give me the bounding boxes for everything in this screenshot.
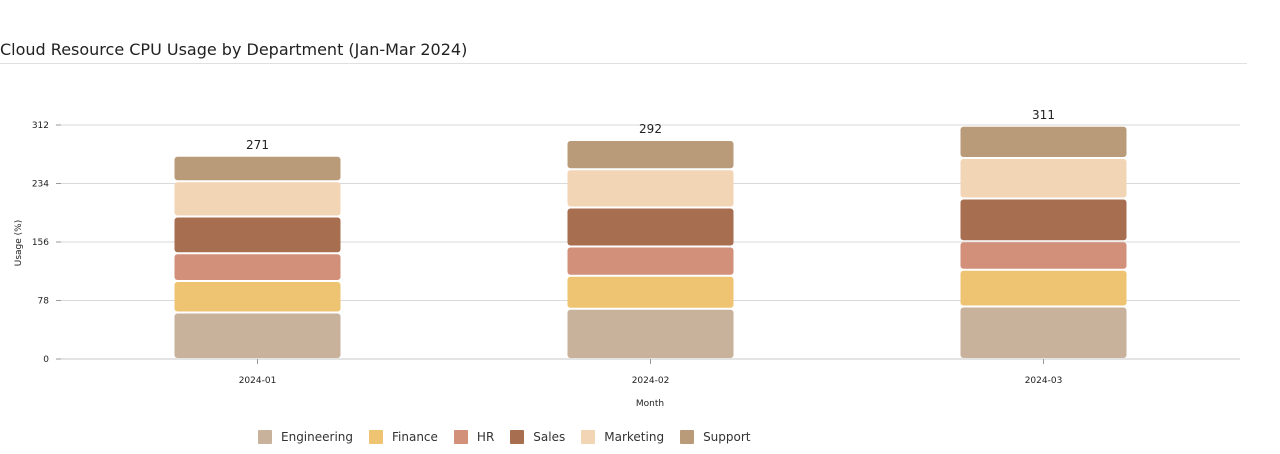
y-tick-label: 0	[43, 355, 49, 365]
bar-segment-finance[interactable]	[960, 270, 1127, 306]
bar-segment-support[interactable]	[960, 126, 1127, 157]
legend: Engineering Finance HR Sales Marketing Suppor…	[258, 430, 767, 444]
total-label: 311	[1032, 108, 1055, 122]
legend-label: Marketing	[604, 430, 665, 444]
bar-segment-marketing[interactable]	[567, 170, 734, 207]
legend-swatch	[510, 430, 525, 444]
bar-segment-finance[interactable]	[174, 282, 341, 312]
y-tick-label: 234	[32, 180, 49, 190]
bar-segment-hr[interactable]	[174, 254, 341, 280]
bar-segment-sales[interactable]	[567, 208, 734, 246]
legend-swatch	[680, 430, 695, 444]
legend-label: HR	[476, 430, 495, 444]
legend-swatch	[453, 430, 468, 444]
legend-label: Engineering	[281, 430, 353, 444]
x-tick-label: 2024-02	[632, 376, 670, 386]
legend-label: Support	[703, 430, 751, 444]
total-labels: 271 292 311	[246, 108, 1055, 152]
legend-item-engineering[interactable]: Engineering	[258, 430, 353, 444]
legend-swatch	[581, 430, 596, 444]
legend-item-support[interactable]: Support	[680, 430, 751, 444]
total-label: 292	[639, 122, 662, 136]
y-axis-ticks: 0 78 156 234 312	[32, 121, 61, 365]
bar-segment-hr[interactable]	[567, 247, 734, 275]
legend-item-marketing[interactable]: Marketing	[581, 430, 664, 444]
x-tick-label: 2024-03	[1025, 376, 1063, 386]
x-axis-ticks: 2024-01 2024-02 2024-03	[239, 359, 1063, 386]
bar-segment-sales[interactable]	[960, 199, 1127, 241]
bar-segment-support[interactable]	[174, 156, 341, 181]
bar-segment-marketing[interactable]	[960, 159, 1127, 198]
legend-item-hr[interactable]: HR	[453, 430, 495, 444]
legend-item-sales[interactable]: Sales	[510, 430, 565, 444]
legend-swatch	[369, 430, 383, 444]
bar-segment-hr[interactable]	[960, 242, 1127, 269]
bar-segment-finance[interactable]	[567, 276, 734, 308]
total-label: 271	[246, 138, 269, 152]
chart-title: Cloud Resource CPU Usage by Department (…	[0, 40, 1247, 64]
legend-item-finance[interactable]: Finance	[369, 430, 438, 444]
x-axis-label: Month	[636, 399, 664, 409]
y-tick-label: 78	[38, 297, 50, 307]
y-tick-label: 312	[32, 121, 49, 131]
y-axis-label: Usage (%)	[14, 220, 24, 266]
bar-segment-engineering[interactable]	[567, 309, 734, 358]
bar-segment-sales[interactable]	[174, 217, 341, 253]
bar-stacks	[174, 126, 1127, 359]
bar-segment-engineering[interactable]	[960, 307, 1127, 359]
legend-swatch	[258, 430, 272, 444]
y-tick-label: 156	[32, 238, 49, 248]
x-tick-label: 2024-01	[239, 376, 277, 386]
legend-label: Finance	[392, 430, 438, 444]
bar-segment-support[interactable]	[567, 141, 734, 169]
bar-segment-engineering[interactable]	[174, 313, 341, 359]
bar-segment-marketing[interactable]	[174, 182, 341, 216]
legend-label: Sales	[533, 430, 566, 444]
